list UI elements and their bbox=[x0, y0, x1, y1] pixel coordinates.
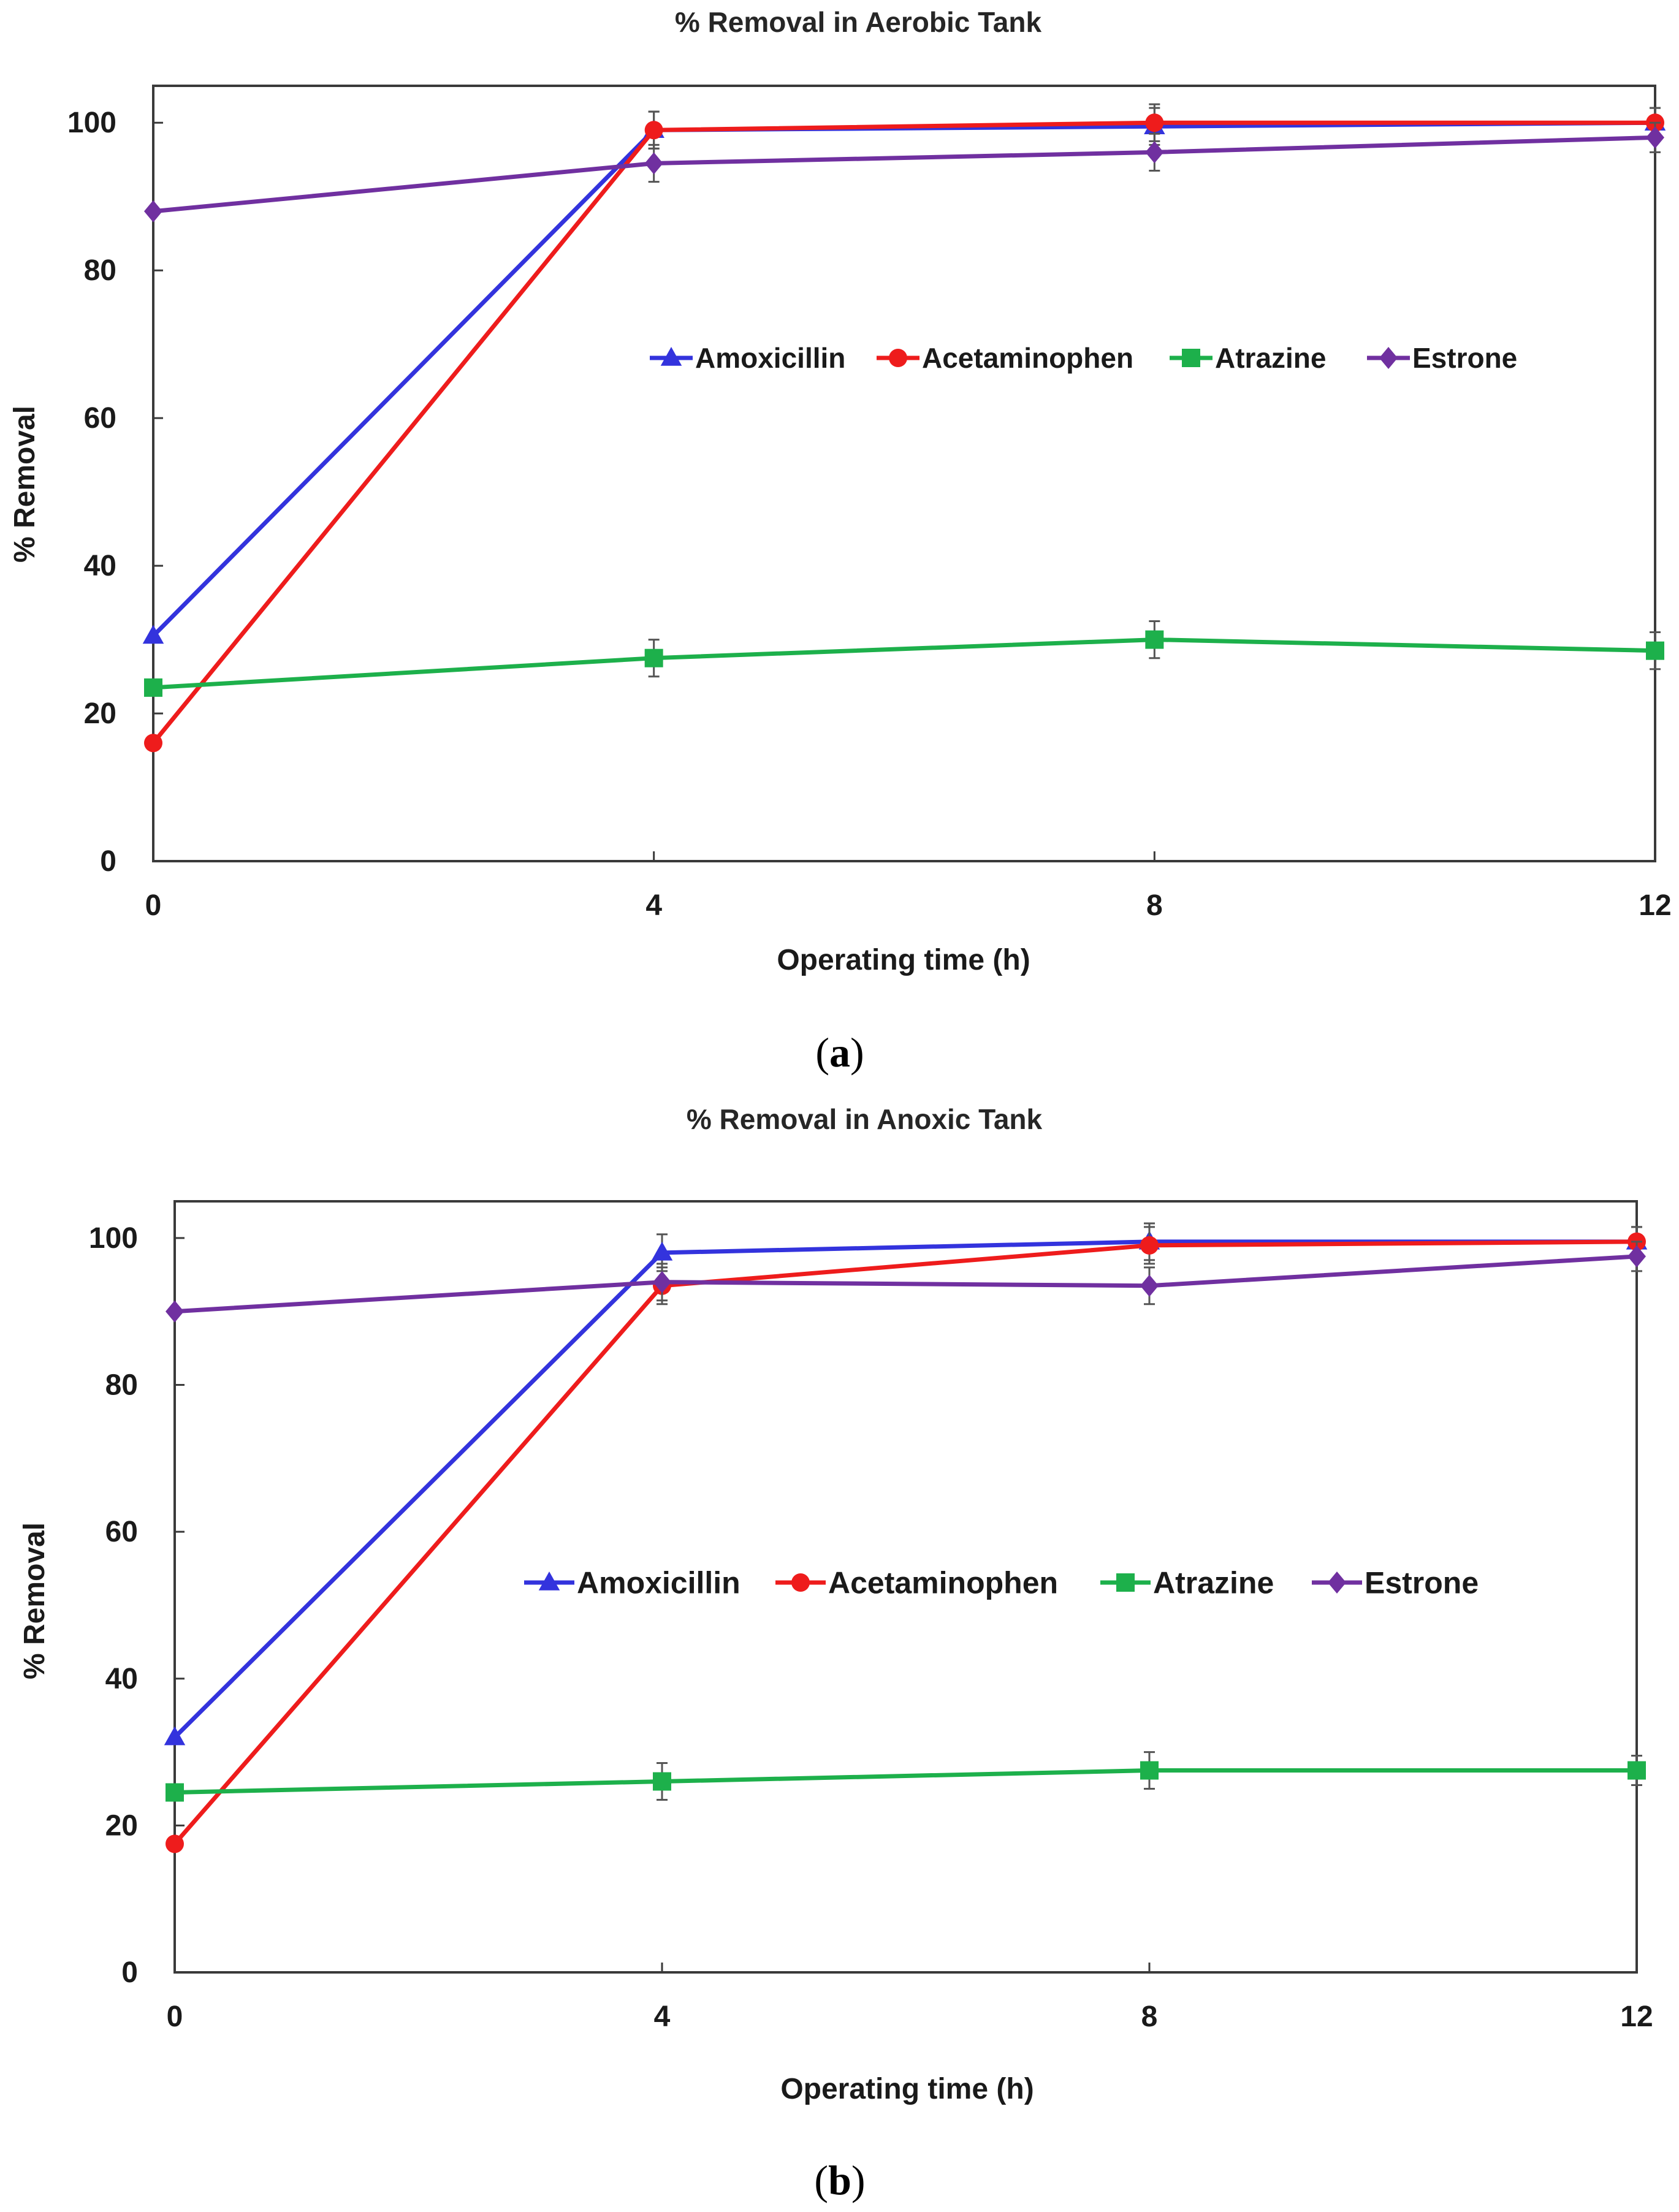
y-tick-label: 80 bbox=[105, 1369, 138, 1402]
data-point-acetaminophen bbox=[644, 121, 663, 140]
panel-caption-letter: b bbox=[828, 2157, 851, 2203]
data-point-atrazine bbox=[653, 1772, 671, 1791]
y-tick-label: 20 bbox=[84, 697, 116, 730]
series-atrazine bbox=[166, 1751, 1646, 1802]
legend-marker-acetaminophen bbox=[791, 1573, 810, 1592]
plot-frame bbox=[152, 85, 1656, 862]
data-point-atrazine bbox=[1628, 1761, 1646, 1780]
y-tick-label: 20 bbox=[105, 1809, 138, 1842]
y-tick-label: 100 bbox=[67, 107, 116, 139]
panel-caption: (a) bbox=[815, 1029, 864, 1076]
legend-marker-atrazine bbox=[1116, 1573, 1135, 1592]
chart-panel-anoxic: % Removal in Anoxic Tank % Removal Opera… bbox=[18, 1103, 1653, 2203]
y-tick-label: 0 bbox=[100, 845, 116, 878]
series-atrazine bbox=[144, 620, 1664, 697]
legend-label: Amoxicillin bbox=[577, 1566, 741, 1600]
plot-area: 0 20 40 60 80 100 0 4 8 12 Amoxicillin Acetaminophe… bbox=[89, 1200, 1653, 2033]
legend-label: Estrone bbox=[1412, 342, 1517, 374]
y-tick-label: 60 bbox=[84, 402, 116, 435]
data-point-estrone bbox=[144, 200, 162, 222]
legend-marker-estrone bbox=[1328, 1572, 1346, 1594]
data-point-atrazine bbox=[1646, 641, 1664, 660]
data-point-atrazine bbox=[144, 678, 162, 697]
y-tick-label: 60 bbox=[105, 1516, 138, 1548]
legend-item-amoxicillin: Amoxicillin bbox=[524, 1566, 741, 1600]
legend-marker-acetaminophen bbox=[889, 349, 907, 367]
x-axis-label: Operating time (h) bbox=[780, 2073, 1034, 2105]
data-point-acetaminophen bbox=[1140, 1236, 1159, 1255]
series-line-estrone bbox=[153, 135, 1656, 214]
data-point-estrone bbox=[653, 1271, 671, 1293]
series-estrone bbox=[144, 121, 1664, 222]
legend-label: Estrone bbox=[1365, 1566, 1479, 1600]
y-axis-label: % Removal bbox=[18, 1522, 51, 1679]
panel-caption: (b) bbox=[814, 2157, 865, 2203]
data-point-acetaminophen bbox=[1145, 113, 1164, 132]
legend-item-acetaminophen: Acetaminophen bbox=[877, 342, 1133, 374]
x-tick-label: 8 bbox=[1141, 2001, 1158, 2033]
data-point-atrazine bbox=[1140, 1761, 1159, 1780]
legend-marker-atrazine bbox=[1182, 349, 1200, 367]
y-tick-label: 40 bbox=[105, 1663, 138, 1695]
legend-marker-amoxicillin bbox=[538, 1572, 560, 1591]
x-tick-label: 12 bbox=[1639, 889, 1671, 922]
legend-label: Amoxicillin bbox=[695, 342, 845, 374]
legend-label: Atrazine bbox=[1153, 1566, 1274, 1600]
data-point-estrone bbox=[166, 1300, 184, 1323]
data-point-estrone bbox=[1646, 126, 1664, 149]
series-line-acetaminophen bbox=[173, 1239, 1637, 1845]
x-tick-label: 4 bbox=[654, 2001, 671, 2033]
data-point-acetaminophen bbox=[144, 734, 162, 753]
legend-marker-estrone bbox=[1379, 347, 1398, 369]
y-tick-label: 40 bbox=[84, 550, 116, 582]
y-tick-label: 80 bbox=[84, 254, 116, 287]
legend-item-atrazine: Atrazine bbox=[1100, 1566, 1274, 1600]
data-point-amoxicillin bbox=[651, 1241, 673, 1261]
series-estrone bbox=[166, 1241, 1646, 1323]
chart-title: % Removal in Aerobic Tank bbox=[675, 6, 1042, 38]
legend-item-acetaminophen: Acetaminophen bbox=[775, 1566, 1058, 1600]
y-tick-label: 100 bbox=[89, 1222, 138, 1255]
data-point-estrone bbox=[1628, 1245, 1646, 1268]
data-point-estrone bbox=[1140, 1274, 1159, 1297]
data-point-atrazine bbox=[644, 648, 663, 667]
x-tick-label: 8 bbox=[1146, 889, 1163, 922]
x-tick-label: 12 bbox=[1620, 2001, 1653, 2033]
plot-area: 0 20 40 60 80 100 0 4 8 12 Amoxicillin Acetaminophe… bbox=[67, 85, 1672, 922]
y-tick-label: 0 bbox=[121, 1956, 138, 1989]
legend-item-atrazine: Atrazine bbox=[1170, 342, 1326, 374]
series-line-estrone bbox=[174, 1254, 1637, 1314]
x-tick-label: 0 bbox=[167, 2001, 183, 2033]
x-tick-label: 4 bbox=[645, 889, 662, 922]
chart-panel-aerobic: % Removal in Aerobic Tank % Removal Oper… bbox=[9, 6, 1672, 1076]
data-point-amoxicillin bbox=[142, 625, 164, 644]
panel-caption-letter: a bbox=[829, 1029, 850, 1076]
plot-frame bbox=[173, 1200, 1638, 1974]
data-point-amoxicillin bbox=[164, 1726, 186, 1746]
series-line-atrazine bbox=[174, 1768, 1637, 1795]
chart-title: % Removal in Anoxic Tank bbox=[687, 1103, 1043, 1135]
series-acetaminophen bbox=[144, 103, 1664, 753]
data-point-atrazine bbox=[166, 1783, 184, 1802]
y-axis-label: % Removal bbox=[9, 406, 41, 563]
series-line-acetaminophen bbox=[151, 120, 1655, 745]
legend-item-amoxicillin: Amoxicillin bbox=[650, 342, 845, 374]
legend-marker-amoxicillin bbox=[660, 347, 682, 366]
legend-item-estrone: Estrone bbox=[1367, 342, 1517, 374]
data-point-estrone bbox=[644, 152, 663, 175]
legend-label: Acetaminophen bbox=[828, 1566, 1058, 1600]
data-point-atrazine bbox=[1145, 630, 1164, 649]
legend: Amoxicillin Acetaminophen Atrazine Estrone bbox=[650, 342, 1517, 374]
legend-label: Atrazine bbox=[1215, 342, 1326, 374]
x-axis-label: Operating time (h) bbox=[777, 944, 1030, 976]
legend-label: Acetaminophen bbox=[922, 342, 1133, 374]
data-point-acetaminophen bbox=[166, 1834, 184, 1853]
legend-item-estrone: Estrone bbox=[1312, 1566, 1479, 1600]
legend: Amoxicillin Acetaminophen Atrazine Estrone bbox=[524, 1566, 1479, 1600]
series-line-atrazine bbox=[153, 637, 1656, 690]
x-tick-label: 0 bbox=[145, 889, 162, 922]
data-point-estrone bbox=[1145, 141, 1164, 164]
